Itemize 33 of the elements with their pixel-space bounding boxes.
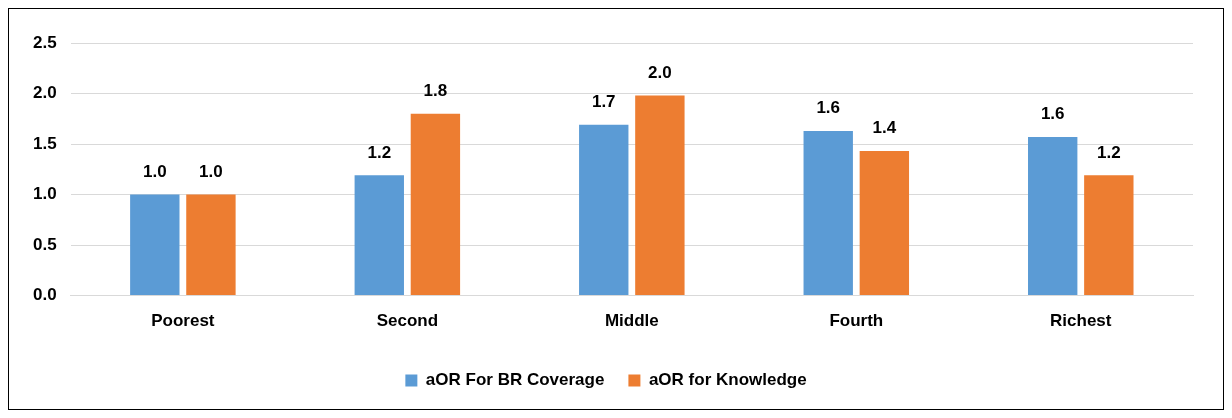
- y-tick-label: 2.0: [32, 83, 57, 103]
- data-label: 1.0: [142, 161, 167, 181]
- bar: [859, 151, 910, 296]
- legend-label: aOR For BR Coverage: [425, 370, 605, 390]
- x-tick-label: Fourth: [829, 311, 884, 331]
- data-label: 1.6: [1040, 104, 1065, 124]
- bar: [410, 113, 461, 296]
- y-tick-label: 0.5: [32, 234, 57, 254]
- data-label: 1.2: [367, 142, 392, 162]
- legend-label: aOR for Knowledge: [648, 370, 807, 390]
- y-tick-label: 0.0: [32, 285, 57, 305]
- y-tick-label: 1.5: [32, 133, 57, 153]
- data-label: 1.2: [1097, 142, 1121, 162]
- data-label: 2.0: [648, 62, 672, 82]
- bar: [354, 175, 404, 296]
- data-label: 1.8: [423, 80, 448, 100]
- data-label: 1.4: [872, 118, 897, 138]
- bar: [635, 95, 685, 296]
- bar: [1028, 136, 1078, 296]
- bar: [130, 194, 180, 296]
- bar: [579, 124, 629, 296]
- x-tick-label: Middle: [604, 311, 659, 331]
- x-tick-label: Second: [376, 311, 439, 331]
- x-tick-label: Richest: [1050, 311, 1112, 331]
- bar: [1084, 175, 1134, 296]
- data-label: 1.0: [199, 161, 223, 181]
- y-tick-label: 2.5: [32, 32, 57, 52]
- data-label: 1.6: [816, 98, 841, 118]
- data-label: 1.7: [591, 92, 616, 112]
- bar: [803, 130, 853, 296]
- x-tick-label: Poorest: [151, 311, 215, 331]
- y-tick-label: 1.0: [32, 184, 57, 204]
- bar: [186, 194, 236, 296]
